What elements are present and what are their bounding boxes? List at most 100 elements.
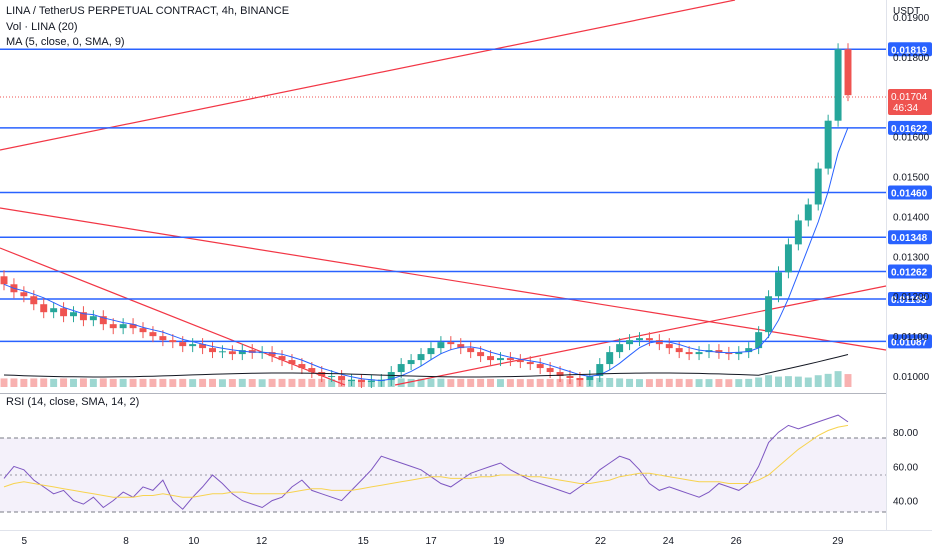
- level-tag: [888, 120, 932, 135]
- candle: [338, 370, 346, 387]
- volume-bar: [268, 378, 276, 387]
- time-tick: 8: [123, 536, 129, 547]
- volume-bar: [228, 379, 236, 387]
- volume-bar: [814, 375, 822, 387]
- volume-bar: [775, 376, 782, 387]
- time-tick: 26: [731, 536, 743, 547]
- level-label: 0.01622: [891, 124, 928, 135]
- candle: [645, 332, 653, 347]
- volume-bar: [318, 378, 326, 387]
- horizontal-levels[interactable]: 0.01819 0.01622 0.01460 0.01348 0.01262 0.011…: [0, 42, 932, 349]
- level-line[interactable]: 0.01819: [0, 42, 932, 57]
- volume-bar: [834, 371, 842, 387]
- volume-legend[interactable]: Vol · LINA (20): [6, 21, 78, 33]
- ma-legend[interactable]: MA (5, close, 0, SMA, 9): [6, 36, 125, 48]
- trendline-descending-long[interactable]: [0, 207, 887, 351]
- volume-bar: [298, 378, 306, 387]
- time-tick: 10: [188, 536, 200, 547]
- candle: [844, 43, 852, 102]
- rsi-tag: [888, 421, 932, 435]
- trendline-rising-support[interactable]: [394, 285, 887, 386]
- level-line[interactable]: 0.01193: [0, 292, 932, 307]
- candle: [60, 302, 68, 323]
- level-line[interactable]: 0.01622: [0, 120, 932, 135]
- candle: [814, 162, 822, 211]
- candle: [715, 344, 723, 359]
- time-tick: 15: [358, 536, 370, 547]
- volume-bar: [209, 378, 216, 387]
- price-tick: 0.01900: [893, 13, 930, 24]
- volume-bar: [477, 378, 485, 387]
- candle: [586, 370, 594, 387]
- rsi-tick: 80.00: [893, 428, 918, 439]
- candle: [655, 334, 663, 351]
- volume-bar: [616, 378, 624, 387]
- rsi-legend[interactable]: RSI (14, close, SMA, 14, 2): [6, 396, 140, 408]
- volume-bar: [427, 378, 435, 387]
- level-line[interactable]: 0.01460: [0, 185, 932, 200]
- candle: [834, 43, 842, 127]
- volume-bar: [0, 378, 8, 387]
- candle: [348, 374, 356, 387]
- candle: [665, 338, 673, 355]
- candle: [804, 198, 812, 227]
- candle: [536, 358, 544, 375]
- volume-bar: [238, 378, 246, 387]
- level-label: 0.01348: [891, 233, 928, 244]
- level-line[interactable]: 0.01087: [0, 334, 932, 349]
- symbol-legend[interactable]: LINA / TetherUS PERPETUAL CONTRACT, 4h, …: [6, 5, 290, 17]
- rsi-axis[interactable]: 80.00 60.00 40.00: [893, 428, 918, 507]
- candle: [606, 346, 614, 371]
- price-axis[interactable]: 0.01900 0.01800 0.01600 0.01500 0.01400 0.013…: [893, 13, 930, 383]
- volume-bar: [784, 376, 792, 387]
- volume-bar: [665, 378, 673, 387]
- candle: [487, 350, 495, 367]
- volume-bar: [546, 378, 554, 387]
- volume-bar: [258, 379, 266, 387]
- rsi-tick: 40.00: [893, 497, 918, 508]
- candle: [784, 238, 792, 279]
- volume-bar: [179, 378, 187, 387]
- candle: [566, 370, 574, 385]
- price-tick: 0.01600: [893, 133, 930, 144]
- level-line[interactable]: 0.01348: [0, 230, 932, 245]
- candle: [30, 290, 38, 311]
- candle: [695, 346, 703, 361]
- volume-bar: [536, 378, 544, 387]
- volume-bar: [218, 379, 226, 387]
- volume-bar: [50, 378, 58, 387]
- level-tag: [888, 42, 932, 57]
- time-tick: 5: [22, 536, 28, 547]
- volume-bar: [40, 378, 48, 387]
- candle: [50, 302, 58, 319]
- candle: [40, 298, 48, 319]
- candle: [318, 366, 326, 383]
- level-line[interactable]: 0.01262: [0, 264, 932, 279]
- level-label: 0.01819: [891, 45, 928, 56]
- volume-bar: [735, 379, 743, 387]
- candle: [79, 306, 87, 327]
- rsi-ma-line: [3, 424, 849, 498]
- candle: [725, 346, 733, 361]
- rsi-line: [3, 414, 849, 510]
- volume-bar: [119, 378, 127, 387]
- level-label: 0.01262: [891, 268, 928, 279]
- rsi-tick: 60.00: [893, 462, 918, 473]
- candle: [218, 345, 226, 359]
- volume-bars: [0, 371, 852, 387]
- trendline-upper-rising[interactable]: [0, 0, 736, 151]
- level-tag: [888, 334, 932, 349]
- volume-bar: [626, 378, 634, 387]
- level-label: 0.01193: [891, 295, 927, 306]
- candle: [199, 338, 207, 355]
- candle: [467, 342, 475, 359]
- time-axis[interactable]: 5 8 10 12 15 17 19 22 24 26 29: [22, 536, 844, 547]
- volume-bar: [457, 378, 465, 387]
- level-tag: [888, 264, 932, 279]
- candle: [636, 332, 643, 347]
- candle: [248, 344, 256, 359]
- candles: [0, 43, 852, 388]
- volume-bar: [715, 379, 723, 387]
- volume-bar: [79, 378, 87, 387]
